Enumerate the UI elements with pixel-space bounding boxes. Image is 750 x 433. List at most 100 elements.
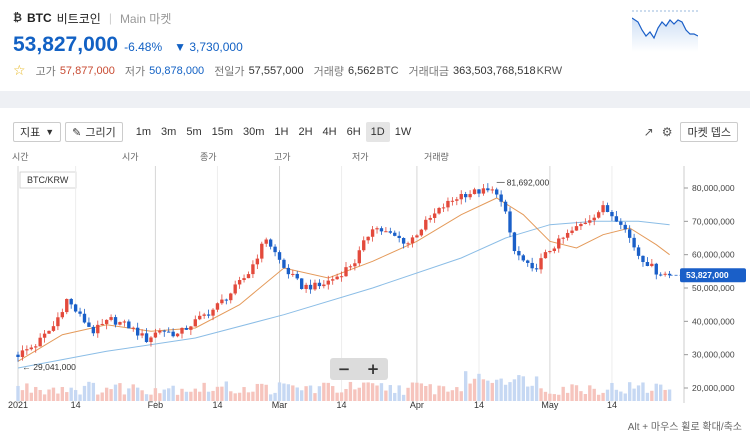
candle-body (521, 255, 525, 261)
candle-body (78, 311, 82, 314)
candle-body (419, 229, 424, 236)
volume-bar (304, 386, 308, 401)
candle-body (233, 284, 237, 294)
volume-bar (162, 389, 166, 401)
stat-value: 57,877,000 (59, 64, 115, 77)
candle-body (229, 293, 233, 301)
candle-body (548, 251, 552, 253)
volume-bar (189, 391, 193, 401)
x-tick-label: Apr (410, 400, 424, 410)
volume-bar (419, 383, 424, 401)
volume-bar (645, 392, 650, 401)
candle-body (503, 201, 508, 212)
volume-bar (393, 392, 397, 401)
candle-body (619, 221, 623, 225)
change-amount: 3,730,000 (189, 40, 243, 54)
candle-body (344, 267, 348, 277)
interval-tab-1m[interactable]: 1m (135, 126, 152, 138)
interval-tab-4h[interactable]: 4H (322, 126, 337, 138)
candle-body (295, 273, 299, 279)
volume-bar (512, 379, 517, 401)
x-tick-label: 14 (474, 400, 484, 410)
interval-tab-30m[interactable]: 30m (243, 126, 265, 138)
candle-body (96, 324, 100, 334)
y-tick-label: 40,000,000 (692, 316, 735, 326)
candle-body (153, 332, 158, 338)
y-tick-label: 60,000,000 (692, 250, 735, 260)
volume-bar (127, 388, 131, 401)
zoom-out-button[interactable]: − (338, 360, 351, 378)
candle-body (277, 252, 282, 260)
volume-bar (229, 391, 233, 401)
volume-bar (25, 383, 29, 401)
volume-bar (472, 378, 477, 401)
candle-body (264, 239, 268, 244)
volume-bar (184, 391, 189, 401)
x-tick-label: Feb (148, 400, 164, 410)
volume-bar (428, 384, 432, 401)
favorite-star-icon[interactable]: ☆ (13, 62, 26, 78)
stat-unit: BTC (376, 64, 399, 77)
volume-bar (140, 390, 144, 401)
ma-fast-line (17, 197, 670, 362)
candle-body (308, 284, 313, 290)
external-link-icon[interactable]: ↗ (643, 125, 654, 139)
volume-bar (96, 394, 100, 401)
interval-tab-3m[interactable]: 3m (161, 126, 177, 138)
volume-bar (211, 390, 215, 401)
candle-body (526, 260, 530, 263)
volume-bar (446, 391, 450, 401)
current-price-tag (680, 268, 746, 283)
volume-bar (499, 378, 503, 401)
candle-body (291, 273, 295, 275)
volume-bar (605, 389, 610, 401)
market-depth-button[interactable]: 마켓 뎁스 (680, 122, 738, 142)
volume-bar (224, 381, 229, 401)
candle-body (517, 251, 521, 256)
volume-bar (246, 392, 251, 401)
volume-bar (299, 390, 304, 401)
candlestick-chart[interactable]: 시간 시가 종가 고가 저가 거래량 BTC/KRW 2021 14 Feb 14 Mar 14 Apr 1… (0, 148, 750, 418)
toolbar-right: ↗ ⚙ 마켓 뎁스 (644, 120, 738, 144)
candle-body (472, 189, 477, 195)
volume-bar (277, 382, 282, 401)
indicator-button[interactable]: 지표 ▼ (13, 122, 62, 142)
interval-tab-5m[interactable]: 5m (186, 126, 202, 138)
volume-bar (242, 387, 246, 401)
candle-body (543, 252, 548, 259)
ma-slow-line (17, 220, 670, 369)
interval-tab-6h[interactable]: 6H (346, 126, 361, 138)
candle-body (610, 211, 614, 217)
candle-body (122, 321, 127, 323)
candle-body (557, 238, 561, 249)
candle-body (189, 326, 193, 330)
interval-tab-1d[interactable]: 1D (365, 122, 390, 142)
draw-button[interactable]: ✎ 그리기 (65, 122, 123, 142)
candle-body (109, 317, 113, 320)
candle-body (339, 276, 344, 278)
volume-bar (313, 393, 317, 401)
title-separator: | (108, 11, 112, 25)
candle-body (384, 231, 388, 233)
volume-bar (450, 390, 455, 401)
volume-bar (570, 384, 574, 401)
candle-body (69, 298, 73, 305)
candle-body (450, 200, 455, 202)
interval-tab-15m[interactable]: 15m (211, 126, 234, 138)
volume-bar (552, 394, 557, 401)
stat-label: 거래대금 (408, 65, 450, 78)
y-tick-label: 70,000,000 (692, 216, 735, 226)
candle-body (490, 189, 494, 191)
volume-bar (455, 387, 459, 401)
interval-tab-1h[interactable]: 1H (274, 126, 289, 138)
interval-tab-1w[interactable]: 1W (394, 126, 412, 138)
caret-down-icon: ▼ (45, 127, 55, 137)
zoom-in-button[interactable]: + (367, 360, 380, 378)
candle-body (51, 326, 56, 331)
volume-bar (286, 384, 291, 401)
volume-bar (508, 382, 512, 401)
indicator-label: 지표 (20, 127, 41, 139)
interval-tab-2h[interactable]: 2H (298, 126, 313, 138)
gear-icon[interactable]: ⚙ (661, 125, 673, 139)
candle-body (335, 276, 339, 280)
